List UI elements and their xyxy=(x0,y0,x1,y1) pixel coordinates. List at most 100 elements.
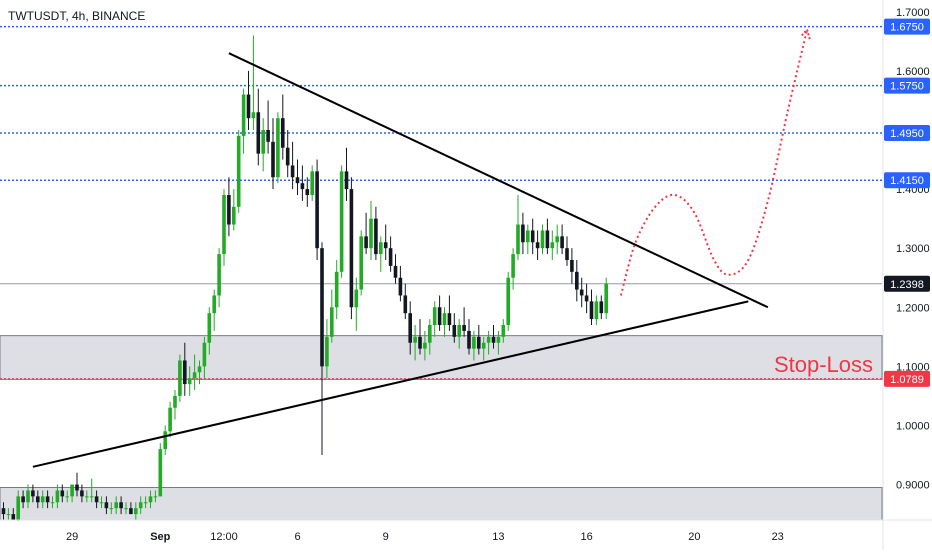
price-badge[interactable]: 1.4150 xyxy=(884,172,930,189)
candle[interactable] xyxy=(521,212,525,255)
candle[interactable] xyxy=(134,502,138,520)
price-badge[interactable]: 1.0789 xyxy=(884,370,930,387)
candle[interactable] xyxy=(261,118,265,172)
projection-path[interactable] xyxy=(619,29,809,296)
candle[interactable] xyxy=(369,200,373,260)
candle[interactable] xyxy=(374,206,378,260)
candle[interactable] xyxy=(423,330,427,361)
support-trendline[interactable] xyxy=(32,300,749,468)
candle[interactable] xyxy=(119,496,123,515)
candle[interactable] xyxy=(516,195,520,260)
candle[interactable] xyxy=(560,224,564,255)
candle[interactable] xyxy=(565,236,569,266)
candle[interactable] xyxy=(227,177,231,237)
candle[interactable] xyxy=(339,165,344,278)
candle[interactable] xyxy=(496,330,501,355)
candle[interactable] xyxy=(251,35,256,130)
candle[interactable] xyxy=(584,283,589,314)
candle[interactable] xyxy=(153,490,158,503)
candle[interactable] xyxy=(163,425,167,455)
candle[interactable] xyxy=(6,508,11,520)
candle[interactable] xyxy=(70,484,74,503)
candle[interactable] xyxy=(320,242,324,455)
price-badge[interactable]: 1.4950 xyxy=(884,124,930,141)
candle[interactable] xyxy=(349,177,354,320)
candle[interactable] xyxy=(383,224,388,260)
candle[interactable] xyxy=(75,472,79,497)
candle[interactable] xyxy=(379,236,383,272)
candle[interactable] xyxy=(310,165,314,201)
candle[interactable] xyxy=(290,141,295,190)
candle[interactable] xyxy=(555,224,559,255)
candle[interactable] xyxy=(36,490,40,509)
candle[interactable] xyxy=(202,336,207,379)
candle[interactable] xyxy=(212,289,216,331)
candle[interactable] xyxy=(40,490,45,509)
candle[interactable] xyxy=(530,218,535,255)
candle[interactable] xyxy=(599,295,604,320)
candle[interactable] xyxy=(364,212,368,255)
price-badge[interactable]: 1.5750 xyxy=(884,77,930,94)
candle[interactable] xyxy=(428,319,432,355)
candle[interactable] xyxy=(550,230,555,260)
candle[interactable] xyxy=(452,313,457,343)
candle[interactable] xyxy=(85,490,89,503)
candle[interactable] xyxy=(604,277,608,320)
candle[interactable] xyxy=(300,165,305,201)
candle[interactable] xyxy=(437,295,442,331)
candle[interactable] xyxy=(80,484,84,503)
candle[interactable] xyxy=(21,490,25,509)
candle[interactable] xyxy=(579,277,584,308)
candle[interactable] xyxy=(418,319,422,355)
candle[interactable] xyxy=(398,265,403,302)
candle[interactable] xyxy=(26,484,30,509)
candle[interactable] xyxy=(281,94,285,160)
candle[interactable] xyxy=(526,224,530,255)
candle[interactable] xyxy=(506,271,510,331)
candle[interactable] xyxy=(143,496,148,509)
price-badge[interactable]: 1.2398 xyxy=(884,275,930,292)
candle[interactable] xyxy=(158,443,163,497)
candle[interactable] xyxy=(129,502,133,515)
candle[interactable] xyxy=(89,478,94,503)
candle[interactable] xyxy=(187,366,192,396)
candle[interactable] xyxy=(232,189,236,231)
candle[interactable] xyxy=(491,325,496,349)
candle[interactable] xyxy=(501,319,506,343)
candle[interactable] xyxy=(442,307,447,337)
candle[interactable] xyxy=(359,230,363,296)
candle[interactable] xyxy=(197,360,202,385)
candle[interactable] xyxy=(388,236,393,272)
candle[interactable] xyxy=(295,159,300,195)
candle[interactable] xyxy=(393,254,398,284)
candle[interactable] xyxy=(413,325,417,361)
candle[interactable] xyxy=(486,330,491,355)
candle[interactable] xyxy=(285,130,290,178)
candle[interactable] xyxy=(334,260,339,320)
candle[interactable] xyxy=(217,248,221,308)
candle[interactable] xyxy=(178,354,182,402)
candle[interactable] xyxy=(462,307,466,337)
candle[interactable] xyxy=(50,496,55,509)
candle[interactable] xyxy=(60,484,65,503)
candle[interactable] xyxy=(207,307,212,355)
candle[interactable] xyxy=(236,130,241,213)
candle[interactable] xyxy=(1,502,6,520)
candle[interactable] xyxy=(481,336,486,361)
candle[interactable] xyxy=(403,283,408,320)
candle[interactable] xyxy=(192,354,197,390)
candle[interactable] xyxy=(575,260,579,302)
candle[interactable] xyxy=(344,147,349,201)
candle[interactable] xyxy=(99,496,104,509)
candle[interactable] xyxy=(114,496,118,515)
candle[interactable] xyxy=(266,100,270,154)
candle[interactable] xyxy=(540,224,545,255)
candle[interactable] xyxy=(570,248,574,284)
resistance-trendline[interactable] xyxy=(228,52,769,309)
candle[interactable] xyxy=(354,277,359,331)
candle[interactable] xyxy=(241,88,246,154)
candle[interactable] xyxy=(594,295,599,325)
candle[interactable] xyxy=(222,189,226,266)
candle[interactable] xyxy=(94,490,99,509)
